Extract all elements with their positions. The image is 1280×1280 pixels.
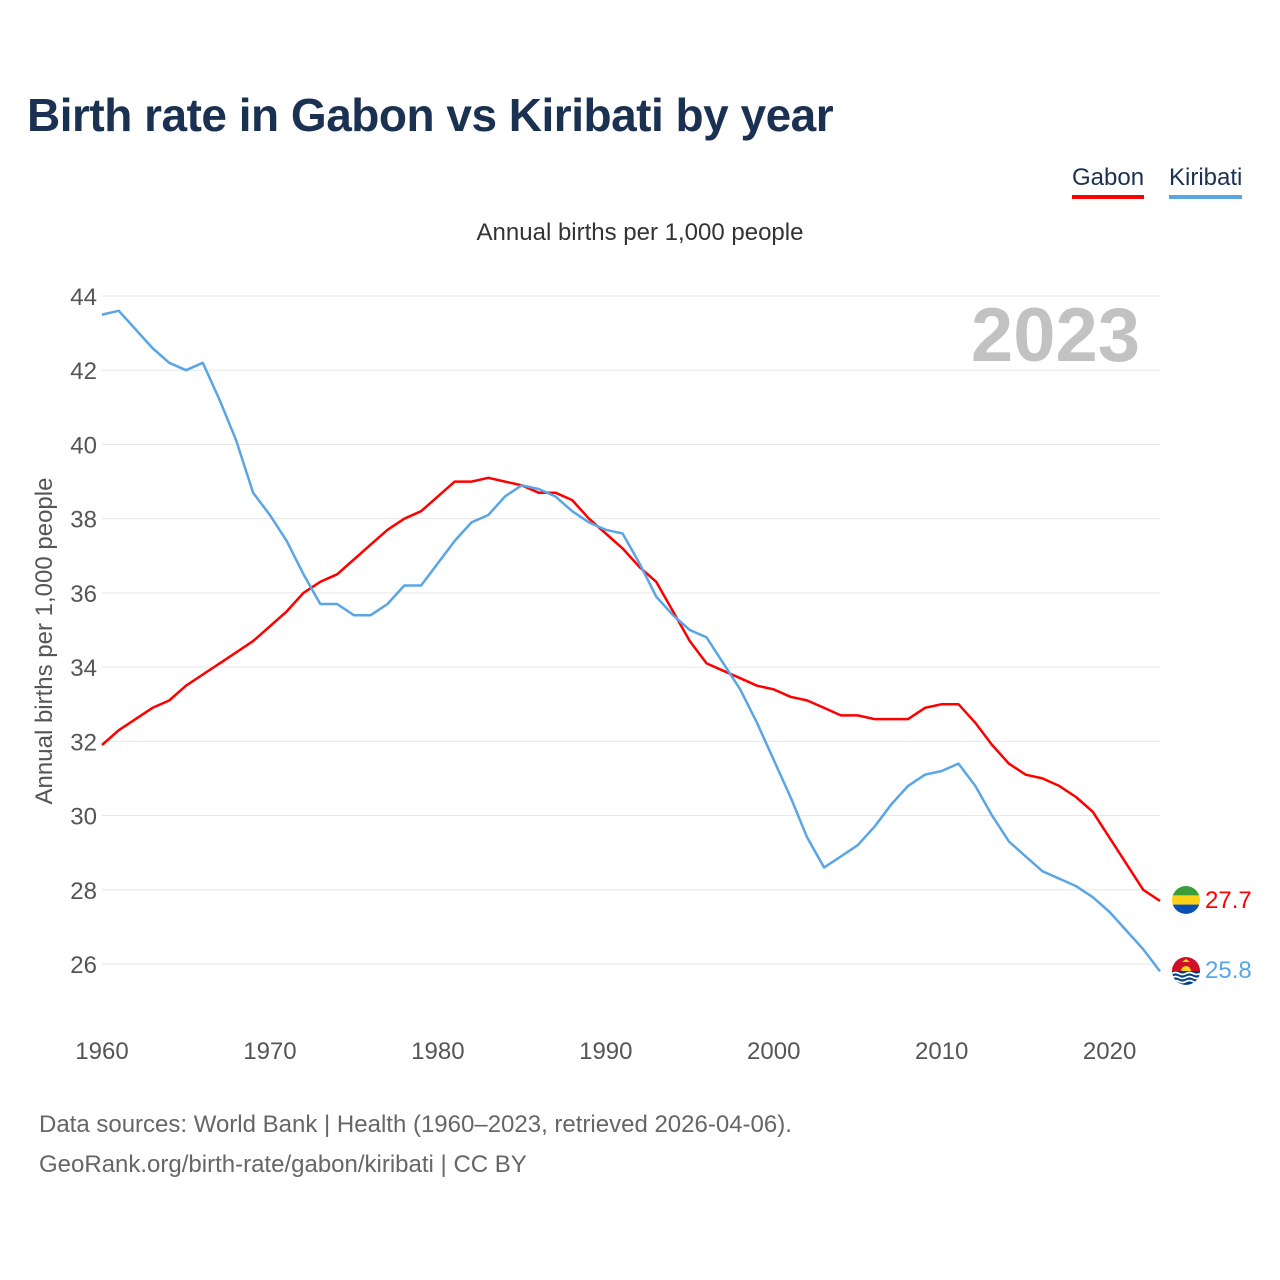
gabon-flag-icon [1172,886,1200,914]
x-tick-labels: 1960 1970 1980 1990 2000 2010 2020 [75,1038,1136,1065]
x-tick-label: 1970 [243,1038,296,1065]
y-tick-label: 32 [70,729,97,756]
kiribati-flag-icon [1172,957,1200,985]
page-title: Birth rate in Gabon vs Kiribati by year [27,89,834,141]
legend-label-gabon: Gabon [1072,164,1145,191]
x-tick-label: 1960 [75,1038,128,1065]
x-tick-label: 2020 [1083,1038,1136,1065]
x-tick-label: 2010 [915,1038,968,1065]
y-tick-label: 26 [70,952,97,979]
chart-subtitle: Annual births per 1,000 people [477,219,804,246]
series-line-gabon [101,476,1161,902]
end-label-kiribati: 25.8 [1205,957,1252,984]
y-tick-label: 38 [70,507,97,534]
x-tick-label: 2000 [747,1038,800,1065]
series-lines [101,309,1161,973]
legend-item-kiribati[interactable]: Kiribati [1169,164,1243,199]
footer: Data sources: World Bank | Health (1960–… [39,1105,792,1185]
y-tick-label: 34 [70,655,97,682]
end-label-gabon: 27.7 [1205,887,1252,914]
footer-link[interactable]: GeoRank.org/birth-rate/gabon/kiribati | … [39,1151,527,1178]
gridlines [102,295,1160,965]
series-line-kiribati [101,309,1161,973]
legend-item-gabon[interactable]: Gabon [1072,164,1145,199]
y-tick-label: 36 [70,581,97,608]
y-tick-label: 30 [70,804,97,831]
year-watermark: 2023 [971,293,1140,378]
legend-swatch-gabon [1072,195,1145,199]
y-tick-labels: 26 28 30 32 34 36 38 40 42 44 [70,284,97,979]
y-tick-label: 40 [70,432,97,459]
legend-swatch-kiribati [1169,195,1243,199]
x-tick-label: 1990 [579,1038,632,1065]
y-tick-label: 42 [70,358,97,385]
x-tick-label: 1980 [411,1038,464,1065]
y-tick-label: 44 [70,284,97,311]
y-axis-label: Annual births per 1,000 people [31,478,58,805]
legend-label-kiribati: Kiribati [1169,164,1243,191]
line-chart: Annual births per 1,000 people Annual bi… [31,219,1252,1065]
footer-sources: Data sources: World Bank | Health (1960–… [39,1111,792,1138]
y-tick-label: 28 [70,878,97,905]
